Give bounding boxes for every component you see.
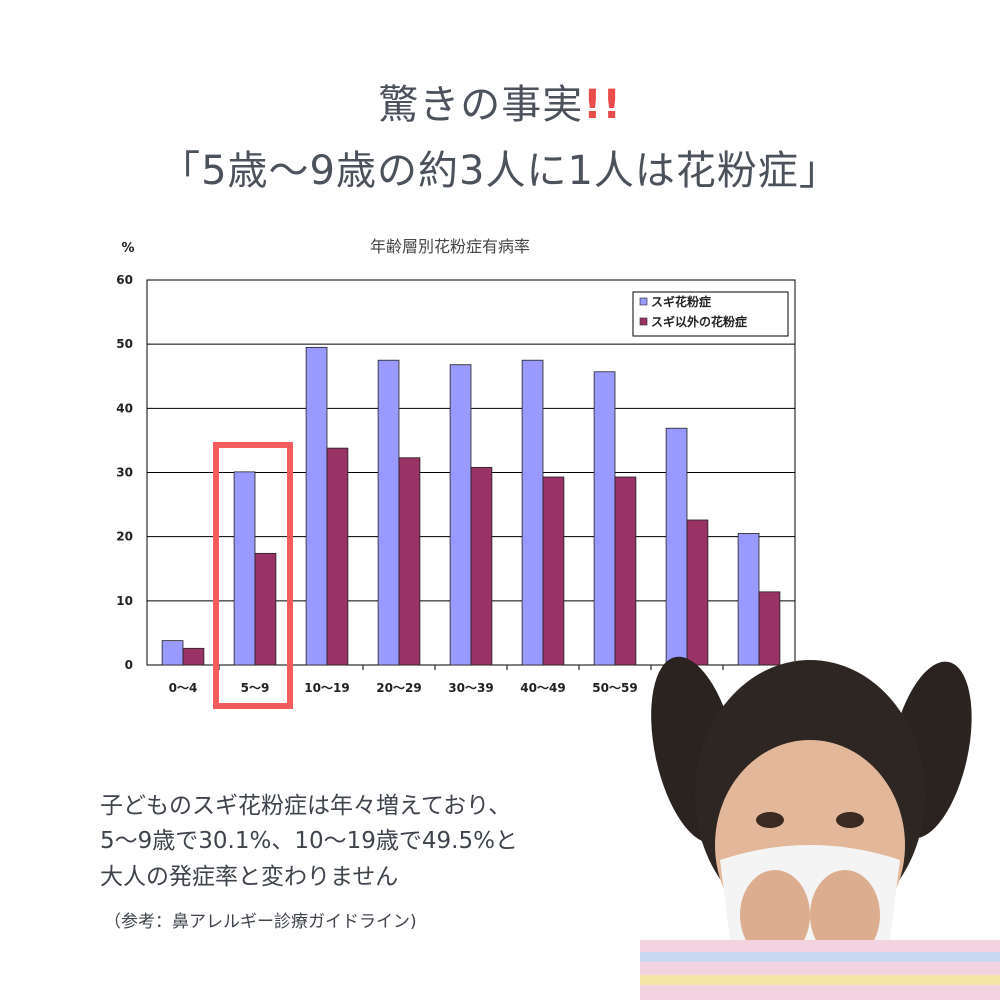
y-tick-label: 60: [116, 273, 133, 287]
highlight-box: [213, 442, 293, 709]
reference-note: （参考：鼻アレルギー診療ガイドライン): [104, 912, 417, 932]
bar-other-7: [686, 519, 709, 666]
bar-other-4: [470, 466, 493, 666]
x-tick-label: 50〜59: [592, 681, 637, 695]
y-tick-label: 50: [116, 337, 133, 351]
bar-other-3: [398, 457, 421, 666]
bar-sugi-0: [161, 640, 184, 666]
subheadline: 「5歳〜9歳の約3人に1人は花粉症」: [160, 148, 840, 194]
body-line-1: 子どものスギ花粉症は年々増えており、: [100, 793, 512, 819]
y-tick-label: 10: [116, 594, 133, 608]
bar-sugi-3: [377, 359, 400, 666]
x-tick-label: 10〜19: [304, 681, 349, 695]
legend-label: スギ花粉症: [651, 294, 711, 309]
legend-label: スギ以外の花粉症: [651, 314, 747, 329]
exclamation-marks: !!: [583, 82, 622, 128]
y-tick-label: 0: [125, 658, 133, 672]
legend-swatch: [639, 317, 648, 326]
x-tick-label: 40〜49: [520, 681, 565, 695]
legend-swatch: [639, 297, 648, 306]
bar-other-8: [758, 591, 781, 666]
bar-sugi-6: [593, 371, 616, 666]
bar-other-5: [542, 476, 565, 666]
y-axis-unit: %: [121, 241, 134, 256]
x-tick-label: 5〜9: [241, 681, 270, 695]
legend-box: [632, 291, 789, 337]
body-line-3: 大人の発症率と変わりません: [100, 864, 399, 890]
y-tick-label: 40: [116, 401, 133, 415]
y-tick-label: 30: [116, 466, 133, 480]
x-tick-label: 20〜29: [376, 681, 421, 695]
chart-title: 年齢層別花粉症有病率: [370, 237, 530, 256]
bar-sugi-2: [305, 346, 328, 666]
girl-with-tissue-photo: [640, 656, 1000, 1000]
bar-sugi-4: [449, 364, 472, 666]
bar-other-0: [182, 647, 205, 666]
x-tick-label: 0〜4: [169, 681, 198, 695]
body-line-2: 5〜9歳で30.1%、10〜19歳で49.5%と: [100, 828, 518, 854]
bar-sugi-5: [521, 359, 544, 666]
headline: 驚きの事実!!: [0, 72, 1000, 130]
y-tick-label: 20: [116, 530, 133, 544]
headline-text: 驚きの事実: [378, 82, 584, 128]
x-tick-label: 30〜39: [448, 681, 493, 695]
bar-other-2: [326, 447, 349, 666]
bar-other-6: [614, 476, 637, 666]
bar-other-1: [254, 552, 277, 666]
prevalence-bar-chart: 年齢層別花粉症有病率 % 0 10 20 30 40 50 60 0〜4 5〜9 10〜19 20…: [116, 237, 796, 709]
bar-sugi-1: [233, 471, 256, 666]
